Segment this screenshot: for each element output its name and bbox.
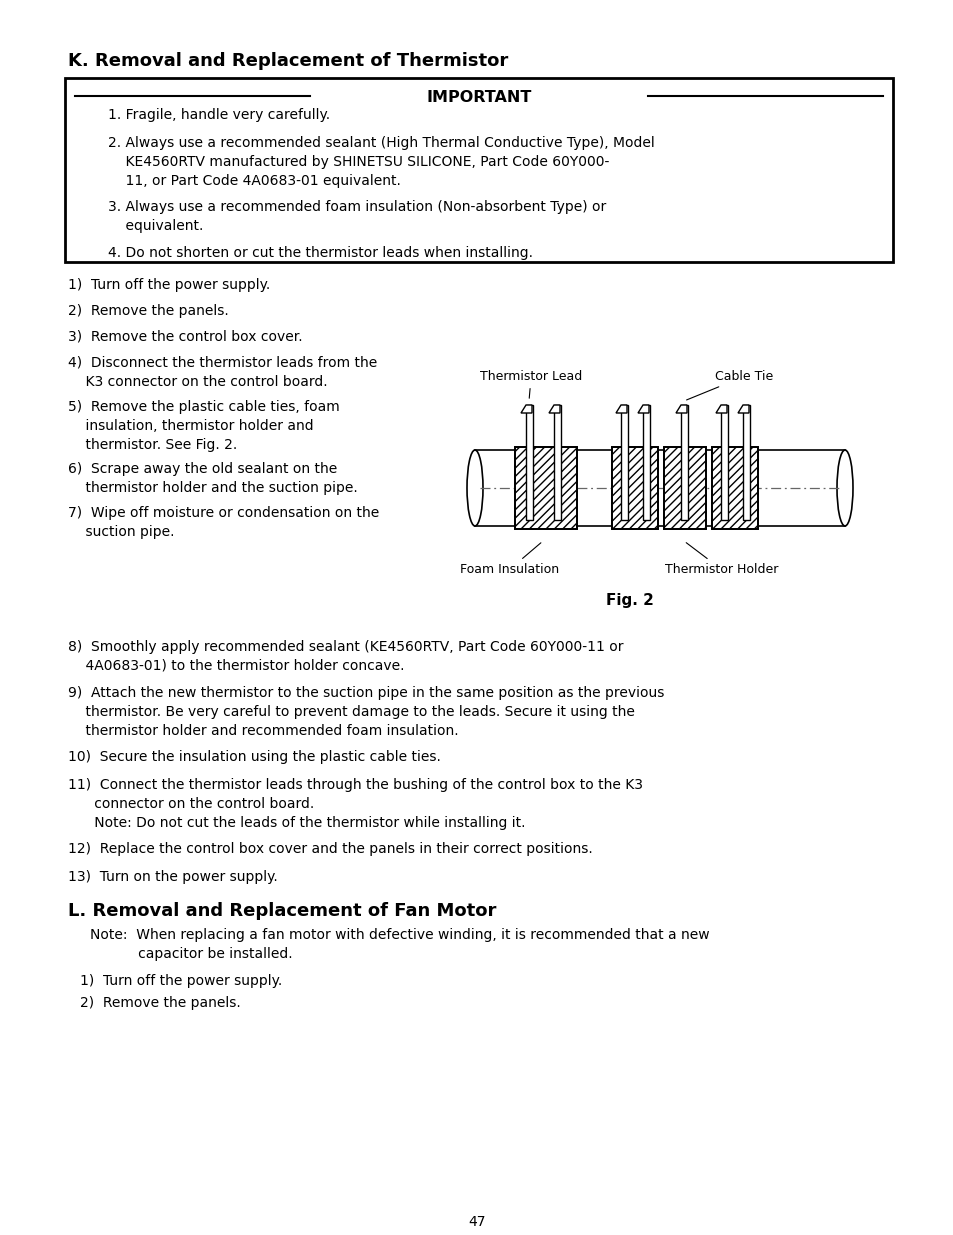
Bar [680,405,687,520]
Text: 2)  Remove the panels.: 2) Remove the panels. [68,304,229,317]
Text: 5)  Remove the plastic cable ties, foam
    insulation, thermistor holder and
  : 5) Remove the plastic cable ties, foam i… [68,400,339,452]
Text: 11)  Connect the thermistor leads through the bushing of the control box to the : 11) Connect the thermistor leads through… [68,778,642,830]
Text: Note:  When replacing a fan motor with defective winding, it is recommended that: Note: When replacing a fan motor with de… [90,927,709,961]
Text: Thermistor Lead: Thermistor Lead [479,370,581,398]
Text: Thermistor Holder: Thermistor Holder [664,542,778,576]
Bar [612,447,658,529]
Bar [612,447,658,529]
Bar [711,447,758,529]
Polygon shape [616,405,626,412]
Bar [663,447,705,529]
Text: 2. Always use a recommended sealant (High Thermal Conductive Type), Model
    KE: 2. Always use a recommended sealant (Hig… [108,136,654,188]
Bar [620,405,627,520]
Text: 12)  Replace the control box cover and the panels in their correct positions.: 12) Replace the control box cover and th… [68,842,592,856]
Text: 2)  Remove the panels.: 2) Remove the panels. [80,995,240,1010]
Text: L. Removal and Replacement of Fan Motor: L. Removal and Replacement of Fan Motor [68,902,496,920]
Bar [663,447,705,529]
Bar [642,405,649,520]
Text: 8)  Smoothly apply recommended sealant (KE4560RTV, Part Code 60Y000-11 or
    4A: 8) Smoothly apply recommended sealant (K… [68,640,623,673]
Text: IMPORTANT: IMPORTANT [426,90,531,105]
Ellipse shape [836,450,852,526]
Text: 1)  Turn off the power supply.: 1) Turn off the power supply. [68,278,270,291]
Text: Fig. 2: Fig. 2 [605,593,653,608]
Bar [720,405,727,520]
Text: 1)  Turn off the power supply.: 1) Turn off the power supply. [80,974,282,988]
Polygon shape [520,405,532,412]
Text: 1. Fragile, handle very carefully.: 1. Fragile, handle very carefully. [108,107,330,122]
Polygon shape [716,405,726,412]
Text: 47: 47 [468,1215,485,1229]
Bar [742,405,749,520]
Text: 7)  Wipe off moisture or condensation on the
    suction pipe.: 7) Wipe off moisture or condensation on … [68,506,379,538]
Ellipse shape [467,450,482,526]
Bar [515,447,577,529]
Text: 3)  Remove the control box cover.: 3) Remove the control box cover. [68,330,302,345]
Polygon shape [638,405,648,412]
Text: K. Removal and Replacement of Thermistor: K. Removal and Replacement of Thermistor [68,52,508,70]
Polygon shape [676,405,686,412]
Text: 6)  Scrape away the old sealant on the
    thermistor holder and the suction pip: 6) Scrape away the old sealant on the th… [68,462,357,495]
Bar [711,447,758,529]
Text: 13)  Turn on the power supply.: 13) Turn on the power supply. [68,869,277,884]
Text: 10)  Secure the insulation using the plastic cable ties.: 10) Secure the insulation using the plas… [68,750,440,764]
Bar [525,405,533,520]
Text: 9)  Attach the new thermistor to the suction pipe in the same position as the pr: 9) Attach the new thermistor to the suct… [68,685,663,737]
Bar [515,447,577,529]
Polygon shape [738,405,748,412]
Text: 4)  Disconnect the thermistor leads from the
    K3 connector on the control boa: 4) Disconnect the thermistor leads from … [68,356,376,389]
Text: 3. Always use a recommended foam insulation (Non-absorbent Type) or
    equivale: 3. Always use a recommended foam insulat… [108,200,605,233]
Polygon shape [548,405,559,412]
Text: Cable Tie: Cable Tie [686,370,773,400]
Bar [554,405,560,520]
Text: Foam Insulation: Foam Insulation [459,543,558,576]
Text: 4. Do not shorten or cut the thermistor leads when installing.: 4. Do not shorten or cut the thermistor … [108,246,533,261]
Bar [65,78,892,262]
